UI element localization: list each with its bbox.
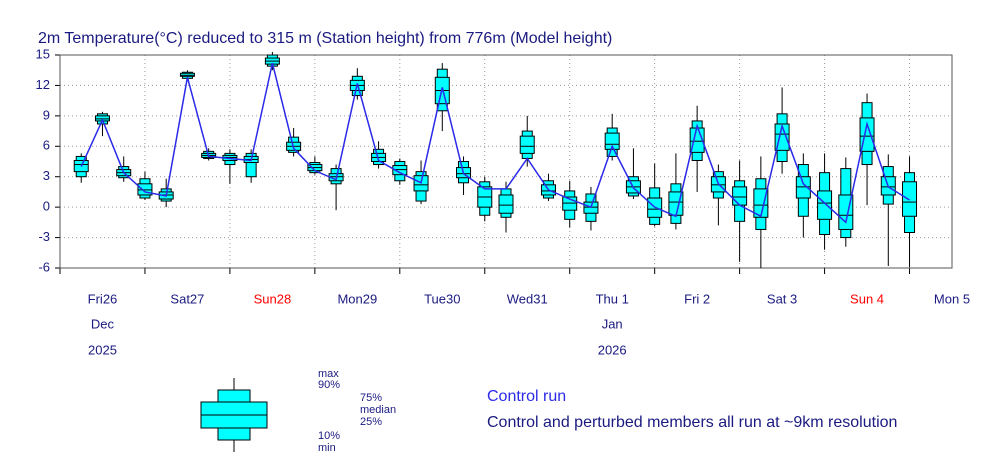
box-p25-p75 — [137, 183, 153, 196]
x-tick-label: Sun28 — [254, 291, 292, 306]
x-tick-label: Wed31 — [507, 291, 548, 306]
x-tick-label: Tue30 — [424, 291, 460, 306]
box-p25-p75 — [498, 194, 514, 214]
x-tick-label: Fri 2 — [684, 291, 710, 306]
chart-title: 2m Temperature(°C) reduced to 315 m (Sta… — [38, 30, 612, 47]
x-month-label: Jan — [602, 316, 623, 331]
legend-max: max — [318, 368, 339, 380]
y-tick-label: 0 — [43, 199, 50, 214]
x-tick-label: Mon29 — [337, 291, 377, 306]
legend-note: Control and perturbed members all run at… — [487, 414, 897, 431]
x-tick-label: Mon 5 — [934, 291, 970, 306]
x-tick-label: Thu 1 — [596, 291, 629, 306]
x-tick-label: Fri26 — [88, 291, 118, 306]
legend-glyph — [200, 378, 268, 452]
legend-control: Control run — [487, 388, 566, 405]
box-p10-p90 — [245, 152, 257, 178]
legend-p75: 75% — [360, 392, 382, 404]
legend-min: min — [318, 442, 336, 454]
control-line — [80, 62, 910, 224]
legend-p10: 10% — [318, 430, 340, 442]
box-p25-p75 — [817, 190, 833, 220]
y-tick-label: -6 — [38, 259, 50, 274]
box-p25-p75 — [795, 176, 811, 199]
box-p25-p75 — [753, 188, 769, 218]
x-tick-label: Sun 4 — [850, 291, 884, 306]
y-tick-label: 6 — [43, 138, 50, 153]
legend-p90: 90% — [318, 379, 340, 391]
box-p25-p75 — [732, 186, 748, 206]
y-tick-label: 9 — [43, 107, 50, 122]
box-p25-p75 — [392, 165, 408, 176]
y-tick-label: -3 — [38, 229, 50, 244]
x-tick-label: Sat 3 — [767, 291, 797, 306]
legend-median: median — [360, 404, 396, 416]
box-p25-p75 — [604, 132, 620, 150]
x-year-label: 2026 — [598, 342, 627, 357]
legend-p25: 25% — [360, 416, 382, 428]
x-tick-label: Sat27 — [170, 291, 204, 306]
y-tick-label: 3 — [43, 168, 50, 183]
x-month-label: Dec — [91, 316, 115, 331]
y-tick-label: 12 — [36, 77, 50, 92]
box-p25-p75 — [902, 181, 918, 217]
box-p25-p75 — [179, 72, 195, 77]
y-tick-label: 15 — [36, 46, 50, 61]
plot-frame — [59, 54, 953, 269]
x-year-label: 2025 — [88, 342, 117, 357]
box-p25-p75 — [519, 135, 535, 154]
